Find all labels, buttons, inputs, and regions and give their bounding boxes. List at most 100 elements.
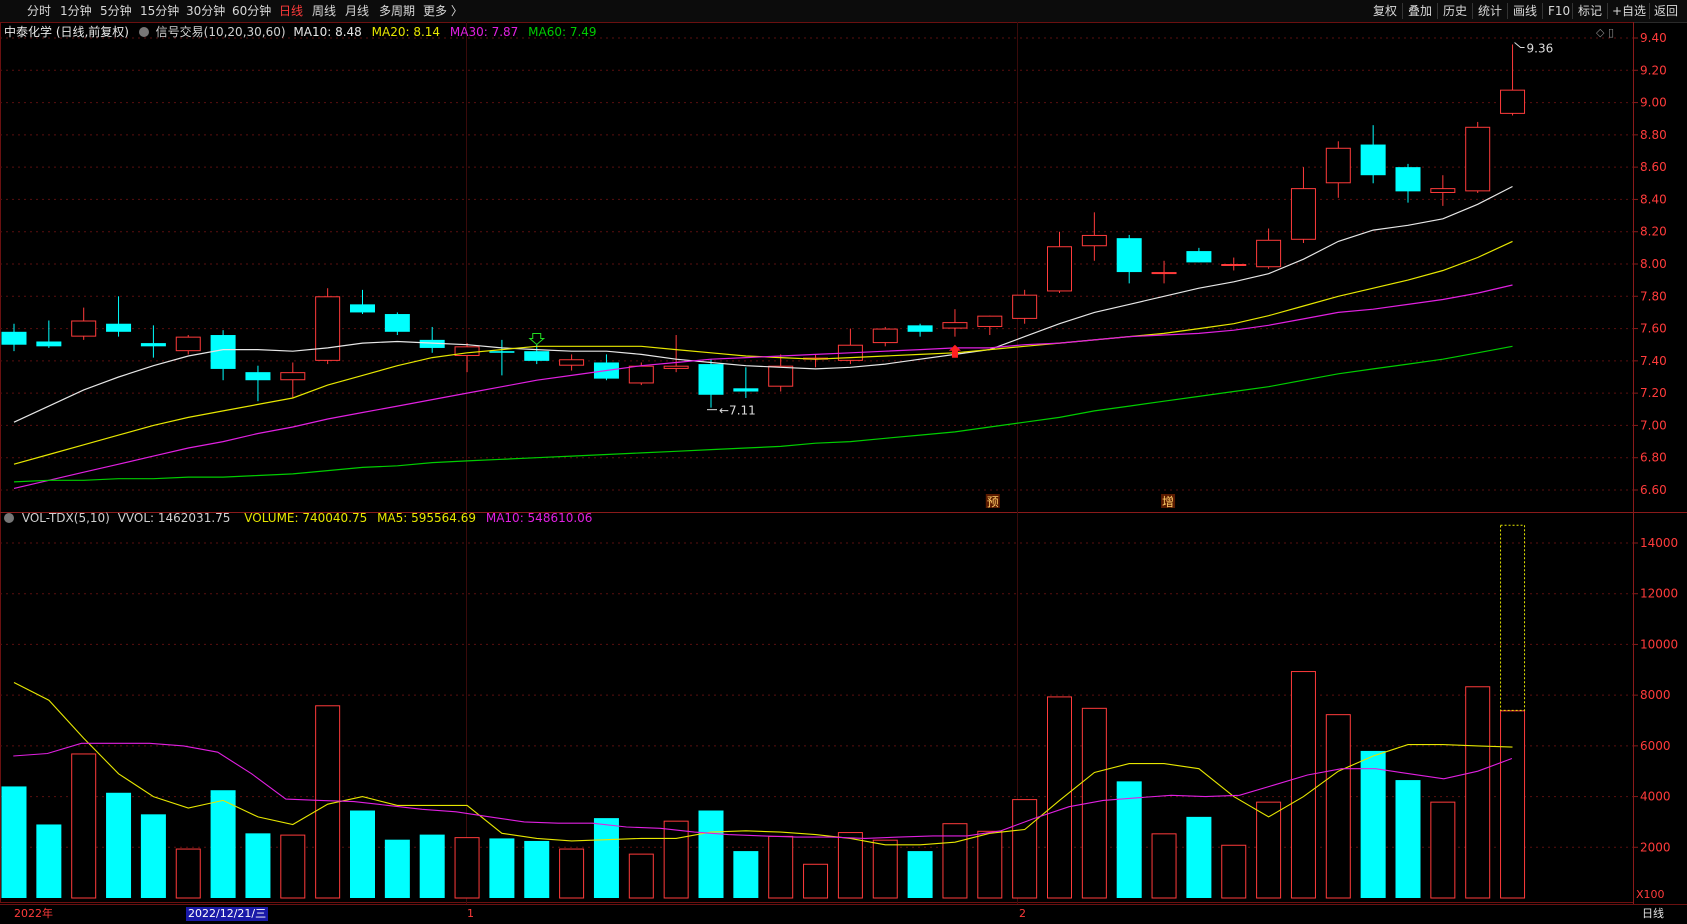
volume-bar [1221,844,1247,899]
volume-bar [628,853,654,899]
volume-tick-label: 4000 [1640,790,1671,804]
candle-body [1081,234,1107,247]
volume-bar [1430,801,1456,899]
candle-body [1500,89,1526,114]
tab-5min[interactable]: 5分钟 [100,4,132,18]
kline-chart[interactable]: 6.60 6.80 7.00 7.20 7.40 7.60 7.80 8.00 8.20 8.40… [0,22,1687,904]
volume-bar [907,851,933,898]
volume-bar [559,848,585,899]
ma60-line [13,345,1513,483]
ma30-value: MA30: 7.87 [449,25,519,39]
year-label: 2022年 [14,907,53,920]
candle-body [559,359,585,366]
volume-bar [1047,696,1072,899]
volume-bar [803,863,829,899]
candle-body [71,320,97,337]
volume-bar [106,792,132,898]
volume-bar [1116,781,1142,898]
toolbar-divider [1649,3,1650,19]
vol-indicator-name[interactable]: VOL-TDX(5,10) [21,511,110,525]
price-tick-label: 8.60 [1640,160,1667,174]
tab-monthly[interactable]: 月线 [345,4,370,18]
vol-ma10-value: MA10: 548610.06 [485,511,593,525]
buy-signal-icon [528,332,546,346]
history-button[interactable]: 历史 [1443,4,1468,18]
volume-bar [524,840,550,898]
volume-bar [1325,714,1351,899]
event-tag-box [985,494,1000,508]
fuquan-button[interactable]: 复权 [1373,4,1398,18]
price-tick-label: 6.80 [1640,451,1667,465]
stats-button[interactable]: 统计 [1478,4,1503,18]
candle-body [140,343,166,347]
tab-30min[interactable]: 30分钟 [186,4,226,18]
volume-bar [1012,799,1038,899]
indicator-name[interactable]: 信号交易(10,20,30,60) [155,25,286,39]
volume-bar [454,837,480,899]
vvol-value: VVOL: 1462031.75 [117,511,231,525]
low-price-label: ←7.11 [719,404,756,418]
mark-button[interactable]: 标记 [1578,4,1603,18]
volume-bar [733,851,759,898]
price-tick-label: 6.60 [1640,483,1667,497]
panel-options-icon[interactable]: ◇ ▯ [1596,26,1615,39]
volume-bar [245,833,271,898]
candle-body [384,314,410,332]
volume-unit-label: X100 [1636,888,1665,901]
price-tick-label: 7.20 [1640,386,1667,400]
volume-bar [1151,833,1177,899]
back-button[interactable]: 返回 [1654,4,1679,18]
candle-body [768,365,794,387]
draw-line-button[interactable]: 画线 [1513,4,1538,18]
candle-body [210,335,236,369]
candle-body [489,351,515,353]
tab-multi-period[interactable]: 多周期 [379,4,416,18]
high-price-label: 9.36 [1527,41,1554,55]
volume-tick-label: 2000 [1640,840,1671,854]
candle-body [280,372,306,381]
volume-bar [1395,780,1421,898]
volume-bar [768,835,794,899]
volume-ma10-line [13,742,1513,839]
candle-body [1395,167,1421,192]
candle-body [1,331,27,345]
volume-bar [489,838,515,898]
tab-daily[interactable]: 日线 [279,4,304,18]
high-marker [1514,42,1525,48]
candle-body [1430,188,1456,193]
candle-body [733,388,759,392]
candle-body [1047,246,1072,292]
tab-fenshi[interactable]: 分时 [27,4,52,18]
candle-body [350,304,375,313]
tab-more[interactable]: 更多 〉 [423,4,463,18]
price-tick-label: 9.20 [1640,63,1667,77]
price-tick-label: 7.60 [1640,322,1667,336]
stock-title[interactable]: 中泰化学 (日线,前复权) [4,25,129,39]
vol-settings-icon[interactable] [4,513,14,523]
ma20-value: MA20: 8.14 [371,25,441,39]
event-tag-box [1161,494,1176,508]
f10-button[interactable]: F10 [1548,4,1571,18]
price-tick-label: 8.80 [1640,128,1667,142]
tab-weekly[interactable]: 周线 [312,4,337,18]
candle-body [1012,294,1038,319]
candle-body [1325,147,1351,184]
candle-body [1186,251,1212,263]
volume-tick-label: 8000 [1640,688,1671,702]
candle-body [977,315,1003,327]
ma30-line [13,284,1513,489]
candle-body [1116,238,1142,273]
month-label-2: 2 [1019,907,1026,920]
ma60-value: MA60: 7.49 [528,25,597,39]
volume-bar [1256,801,1282,899]
add-watchlist-button[interactable]: +自选 [1612,4,1647,18]
volume-bar [36,824,62,898]
tab-60min[interactable]: 60分钟 [232,4,272,18]
volume-bar [384,839,410,898]
tab-15min[interactable]: 15分钟 [140,4,180,18]
tab-1min[interactable]: 1分钟 [60,4,92,18]
toolbar-divider [1472,3,1473,19]
period-label[interactable]: 日线 [1642,907,1664,920]
overlay-button[interactable]: 叠加 [1408,4,1433,18]
indicator-settings-icon[interactable] [138,27,149,37]
